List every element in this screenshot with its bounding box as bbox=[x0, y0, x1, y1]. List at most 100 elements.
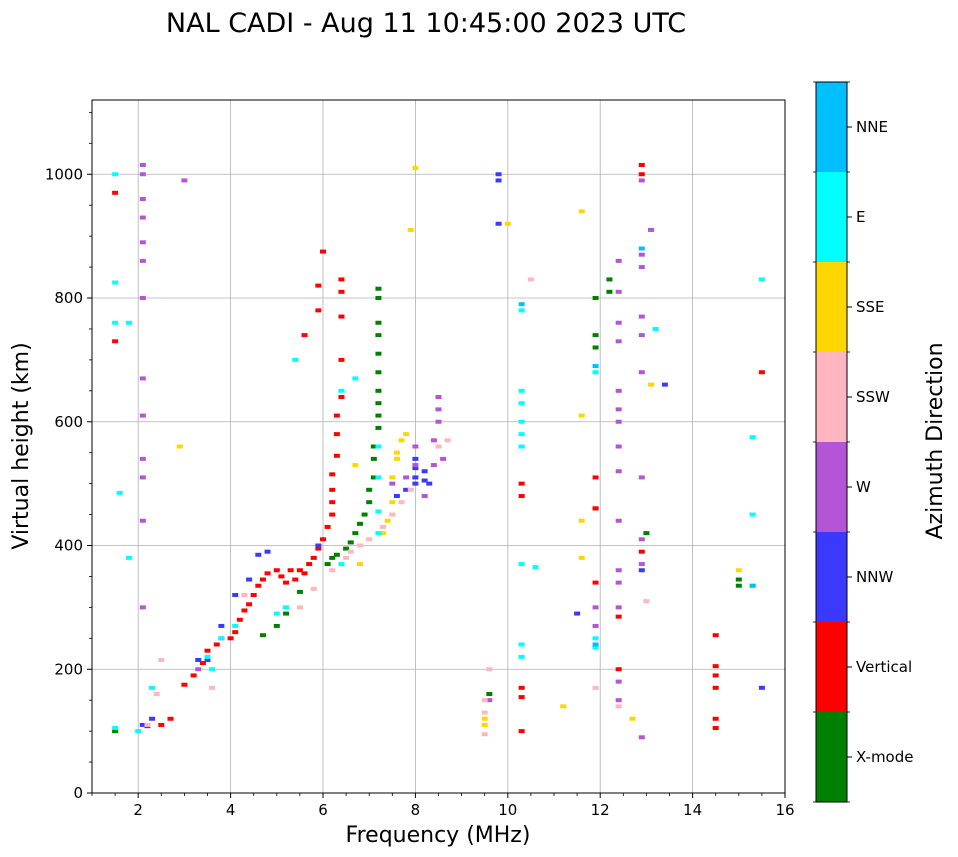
data-point bbox=[412, 463, 419, 468]
colorbar-segment bbox=[816, 712, 847, 802]
data-point bbox=[615, 320, 622, 325]
data-point bbox=[135, 729, 142, 734]
data-point bbox=[615, 698, 622, 703]
data-point bbox=[375, 413, 382, 418]
data-point bbox=[338, 314, 345, 319]
data-point bbox=[560, 704, 567, 709]
colorbar-segment bbox=[816, 622, 847, 712]
data-point bbox=[648, 382, 655, 387]
data-point bbox=[518, 302, 525, 307]
data-point bbox=[213, 642, 220, 647]
data-point bbox=[246, 602, 253, 607]
data-point bbox=[712, 633, 719, 638]
data-point bbox=[615, 614, 622, 619]
data-point bbox=[273, 623, 280, 628]
series-w bbox=[139, 162, 655, 740]
data-point bbox=[638, 735, 645, 740]
data-point bbox=[615, 704, 622, 709]
data-point bbox=[638, 333, 645, 338]
data-point bbox=[149, 716, 156, 721]
data-point bbox=[481, 710, 488, 715]
data-point bbox=[412, 466, 419, 471]
data-point bbox=[259, 577, 266, 582]
series-e bbox=[112, 172, 765, 734]
data-point bbox=[329, 512, 336, 517]
y-tick-label: 1000 bbox=[45, 165, 83, 183]
data-point bbox=[518, 642, 525, 647]
data-point bbox=[592, 623, 599, 628]
data-point bbox=[139, 172, 146, 177]
data-point bbox=[375, 444, 382, 449]
data-point bbox=[638, 562, 645, 567]
data-point bbox=[232, 630, 239, 635]
colorbar-tick-label: Vertical bbox=[856, 658, 912, 676]
data-point bbox=[518, 401, 525, 406]
data-point bbox=[116, 490, 123, 495]
data-point bbox=[578, 209, 585, 214]
data-point bbox=[366, 537, 373, 542]
data-point bbox=[518, 444, 525, 449]
data-point bbox=[421, 478, 428, 483]
data-point bbox=[643, 531, 650, 536]
data-point bbox=[139, 413, 146, 418]
data-point bbox=[356, 521, 363, 526]
data-point bbox=[375, 296, 382, 300]
data-point bbox=[375, 425, 382, 430]
data-point bbox=[204, 654, 211, 659]
data-point bbox=[296, 589, 303, 594]
data-point bbox=[343, 555, 350, 560]
data-point bbox=[176, 444, 183, 449]
data-point bbox=[527, 277, 534, 282]
data-point bbox=[518, 494, 525, 498]
x-tick-label: 10 bbox=[498, 801, 517, 819]
data-point bbox=[495, 172, 502, 177]
data-point bbox=[393, 450, 400, 455]
data-point bbox=[389, 481, 396, 486]
data-point bbox=[629, 716, 636, 721]
data-point bbox=[338, 289, 345, 294]
data-point bbox=[301, 571, 308, 576]
data-point bbox=[735, 577, 742, 582]
data-point bbox=[518, 481, 525, 486]
data-point bbox=[518, 562, 525, 567]
data-point bbox=[352, 463, 359, 468]
data-point bbox=[199, 661, 206, 666]
chart-title: NAL CADI - Aug 11 10:45:00 2023 UTC bbox=[166, 8, 686, 39]
data-point bbox=[578, 518, 585, 523]
data-point bbox=[315, 283, 322, 288]
data-point bbox=[158, 722, 165, 727]
series-nnw bbox=[139, 172, 765, 727]
data-point bbox=[296, 605, 303, 610]
data-point bbox=[352, 531, 359, 536]
data-point bbox=[638, 549, 645, 554]
data-point bbox=[638, 178, 645, 183]
colorbar-tick-label: NNE bbox=[856, 118, 888, 136]
data-point bbox=[112, 320, 119, 325]
colorbar-frame bbox=[815, 81, 848, 803]
data-point bbox=[112, 729, 119, 734]
data-point bbox=[158, 657, 165, 662]
data-point bbox=[393, 494, 400, 498]
data-point bbox=[329, 487, 336, 492]
series-nne bbox=[518, 246, 756, 647]
data-point bbox=[343, 546, 350, 551]
y-tick-label: 200 bbox=[54, 660, 83, 678]
data-point bbox=[749, 583, 756, 588]
data-point bbox=[139, 197, 146, 201]
data-point bbox=[592, 645, 599, 650]
x-tick-label: 16 bbox=[775, 801, 794, 819]
data-point bbox=[735, 568, 742, 573]
x-tick-label: 6 bbox=[318, 801, 328, 819]
data-point bbox=[375, 401, 382, 406]
colorbar-segment bbox=[816, 442, 847, 532]
data-point bbox=[384, 518, 391, 523]
data-point bbox=[139, 296, 146, 300]
data-point bbox=[139, 215, 146, 220]
colorbar-tick-label: NNW bbox=[856, 568, 893, 586]
data-point bbox=[435, 407, 442, 412]
data-point bbox=[139, 258, 146, 263]
data-point bbox=[139, 475, 146, 480]
colorbar-tick-label: SSE bbox=[856, 298, 885, 316]
y-tick-label: 400 bbox=[54, 537, 83, 555]
